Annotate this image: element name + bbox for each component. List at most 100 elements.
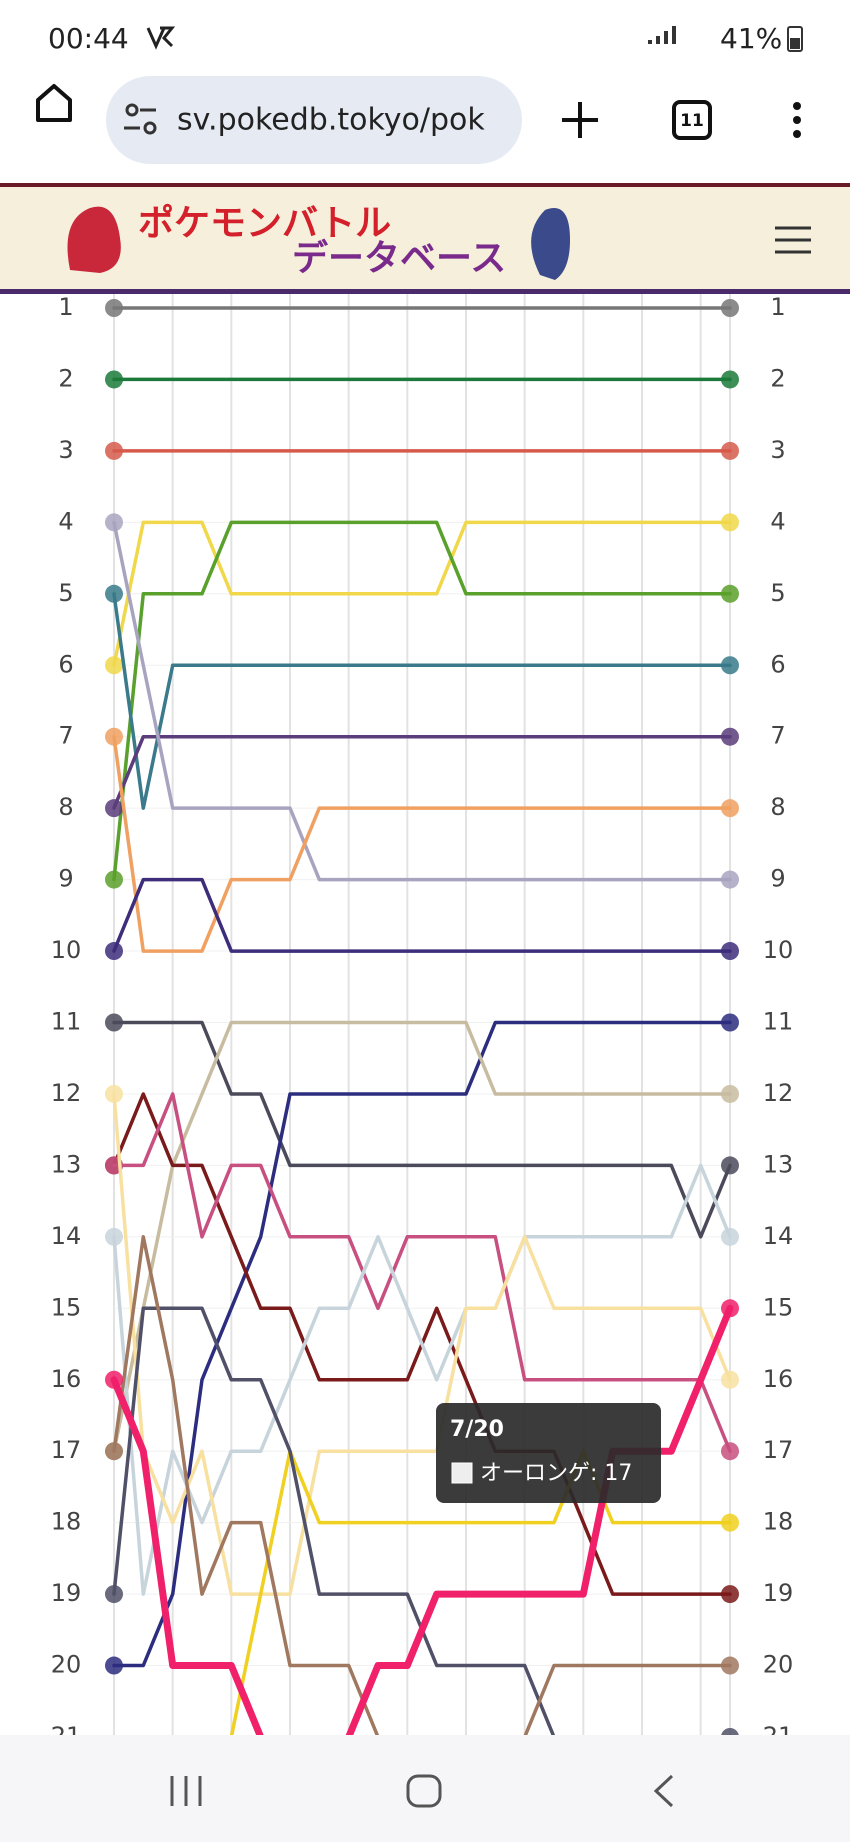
series-line — [112, 520, 732, 882]
series-icon — [105, 1656, 123, 1675]
site-header — [0, 184, 850, 292]
series-icon — [721, 584, 739, 603]
y-tick-label: 18 — [51, 1508, 82, 1536]
series-icon — [721, 441, 739, 460]
series-line — [112, 734, 732, 810]
series-line — [112, 592, 732, 810]
series-icon — [721, 299, 739, 317]
home-button[interactable] — [36, 84, 72, 122]
y-tick-label: 15 — [51, 1293, 82, 1321]
new-tab-button[interactable] — [562, 102, 598, 138]
logo-mascot — [531, 208, 570, 280]
y-tick-label: 13 — [51, 1150, 82, 1178]
site-info-icon — [124, 108, 156, 130]
series-icon — [721, 1513, 739, 1532]
y-tick-label: 11 — [51, 1008, 82, 1036]
y-tick-label: 9 — [58, 865, 73, 893]
series-icon — [721, 799, 739, 818]
recent-apps-button[interactable] — [170, 1776, 202, 1806]
logo-text[interactable]: ポケモンバトル — [138, 202, 391, 244]
y-tick-label: 12 — [763, 1079, 794, 1107]
series-icon — [105, 1227, 123, 1246]
y-tick-label: 3 — [770, 436, 785, 464]
battery-icon — [787, 26, 803, 52]
series-icon — [105, 656, 123, 675]
y-tick-label: 10 — [763, 936, 794, 964]
y-tick-label: 1 — [770, 293, 785, 321]
y-tick-label: 16 — [51, 1365, 82, 1393]
site-info-icon — [143, 121, 157, 135]
series-icon — [105, 370, 123, 389]
series-icon — [721, 1656, 739, 1675]
series-icon — [721, 1084, 739, 1103]
site-info-icon[interactable] — [125, 103, 139, 117]
series-icon — [105, 441, 123, 460]
y-tick-label: 10 — [51, 936, 82, 964]
tooltip-text: オーロンゲ: 17 — [480, 1461, 632, 1486]
hamburger-menu[interactable] — [775, 226, 811, 254]
status-icon — [146, 26, 176, 50]
series-icon — [105, 1442, 123, 1461]
tooltip: 7/20 オーロンゲ: 17 — [436, 1403, 661, 1503]
series-icon — [105, 1013, 123, 1032]
y-tick-label: 3 — [58, 436, 73, 464]
header-border — [0, 289, 850, 294]
y-tick-label: 13 — [763, 1150, 794, 1178]
series-icon — [105, 1370, 123, 1389]
series-icon — [721, 1442, 739, 1461]
y-tick-label: 7 — [58, 722, 73, 750]
logo-text[interactable]: データベース — [292, 237, 506, 279]
battery-level — [790, 38, 800, 49]
y-tick-label: 12 — [51, 1079, 82, 1107]
y-tick-label: 17 — [763, 1436, 794, 1464]
y-tick-label: 5 — [58, 579, 73, 607]
y-tick-label: 20 — [763, 1651, 794, 1679]
header-border — [0, 183, 850, 187]
tabs-button[interactable] — [672, 100, 712, 140]
nav-bar — [0, 1735, 850, 1842]
signal-icon — [648, 26, 676, 44]
y-tick-label: 14 — [51, 1222, 82, 1250]
y-tick-label: 16 — [763, 1365, 794, 1393]
tab-count[interactable]: 11 — [680, 111, 704, 131]
series-line — [112, 877, 732, 953]
menu-button[interactable] — [793, 102, 801, 138]
series-line — [112, 1092, 732, 1453]
chart — [105, 294, 739, 1735]
series-icon — [105, 1585, 123, 1604]
y-tick-label: 2 — [58, 364, 73, 392]
series-icon — [721, 1299, 739, 1318]
series-icon — [721, 870, 739, 889]
y-tick-label: 6 — [770, 650, 785, 678]
logo-mascot — [67, 206, 121, 273]
y-tick-label: 4 — [770, 507, 785, 535]
home-nav-button[interactable] — [406, 1774, 442, 1808]
series-icon — [721, 727, 739, 746]
series-line — [229, 1449, 732, 1735]
y-tick-label: 9 — [770, 865, 785, 893]
y-tick-label: 2 — [770, 364, 785, 392]
series-icon — [721, 513, 739, 532]
series-line — [112, 1163, 732, 1596]
series-line — [112, 1020, 732, 1453]
url-bar[interactable] — [106, 76, 522, 164]
y-tick-label: 19 — [51, 1579, 82, 1607]
series-icon — [105, 870, 123, 889]
series-line — [112, 1235, 732, 1735]
series-line — [112, 734, 732, 953]
url-text[interactable]: sv.pokedb.tokyo/pok — [177, 103, 485, 138]
series-icon — [721, 656, 739, 675]
y-tick-label: 5 — [770, 579, 785, 607]
series-icon — [105, 1084, 123, 1103]
y-tick-label: 17 — [51, 1436, 82, 1464]
series-line — [112, 520, 732, 882]
y-tick-label: 8 — [770, 793, 785, 821]
back-button[interactable] — [653, 1774, 674, 1808]
series-icon — [721, 370, 739, 389]
series-icon — [105, 727, 123, 746]
series-line — [112, 1092, 732, 1596]
tooltip-swatch — [451, 1462, 473, 1484]
y-tick-label: 14 — [763, 1222, 794, 1250]
